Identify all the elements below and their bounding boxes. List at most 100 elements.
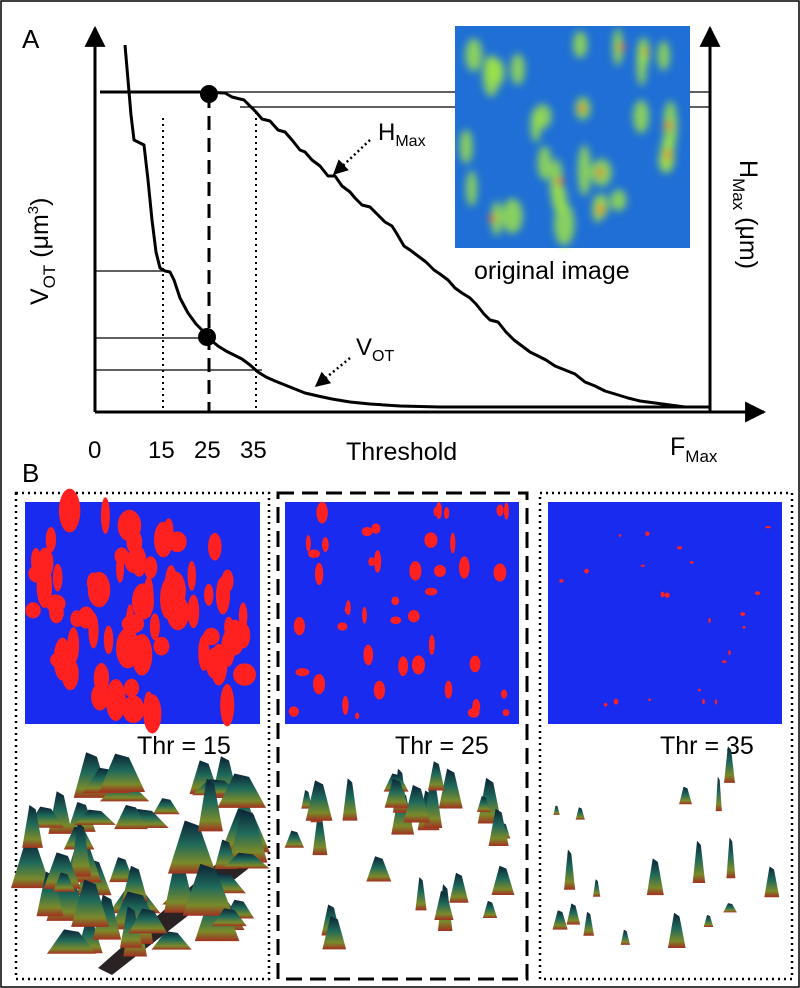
surface-peak: [679, 786, 692, 805]
segmented-region: [160, 578, 176, 620]
segmented-region: [37, 547, 54, 579]
surface-peak: [43, 852, 82, 889]
inset-spot: [502, 198, 523, 234]
threshold-label-25: Thr = 25: [395, 732, 489, 760]
segmented-region: [316, 501, 328, 524]
surface-peak: [552, 910, 568, 930]
surface-peak: [476, 796, 491, 812]
surface-peak: [128, 908, 168, 934]
surface-peak: [620, 929, 631, 945]
vot-curve-label: VOT: [356, 334, 394, 365]
surface-peak: [109, 857, 135, 883]
segmented-region: [503, 502, 509, 520]
surface-peak: [391, 790, 415, 835]
segmented-region: [77, 606, 95, 629]
segmented-region: [25, 602, 41, 619]
x-tick-0: 0: [88, 437, 101, 464]
surface-peak: [194, 893, 240, 942]
threshold-label-35: Thr = 35: [660, 732, 754, 760]
surface-peak: [22, 804, 43, 848]
surface-rendering-25: [284, 761, 515, 950]
surface-rendering-15: [10, 752, 270, 975]
surface-peak: [566, 903, 581, 925]
panel-a: A HMax VOT 0 15 25 35 Threshold FM: [22, 24, 767, 466]
vot-pointer-arrow: [314, 357, 351, 387]
segmented-region: [728, 650, 731, 656]
segmented-region: [236, 622, 251, 649]
segmented-region: [444, 680, 453, 699]
inset-spot: [490, 201, 503, 236]
surface-peak: [403, 784, 431, 823]
x-axis-end-label: FMax: [670, 433, 718, 466]
segmented-region: [613, 698, 619, 705]
surface-peak: [74, 809, 116, 825]
surface-peak: [312, 814, 328, 856]
segmented-region: [87, 571, 111, 608]
segmented-region: [198, 634, 210, 671]
segmented-region: [116, 554, 125, 583]
vot-curve: [123, 44, 710, 409]
segmented-region: [714, 699, 718, 705]
segmented-region: [58, 488, 81, 533]
segmented-region: [559, 579, 564, 583]
left-axis-label: VOT (μm3): [25, 198, 59, 305]
surface-peak: [92, 894, 122, 940]
segmented-region: [584, 568, 589, 574]
segmented-region: [103, 625, 114, 655]
segmented-region: [640, 564, 645, 567]
segmented-region: [411, 655, 425, 675]
segmented-region: [45, 527, 57, 553]
inset-caption: original image: [474, 257, 630, 285]
segmented-region: [435, 502, 442, 520]
surface-peak: [167, 820, 217, 874]
segmented-region: [676, 546, 683, 550]
surface-peak: [228, 809, 268, 863]
surface-peak: [198, 778, 223, 832]
segmented-region: [215, 576, 231, 615]
segmented-region: [362, 606, 367, 624]
threshold-35-frame: [538, 491, 794, 981]
segmented-region: [660, 591, 665, 598]
segmented-region: [344, 605, 350, 614]
segmented-region: [742, 626, 746, 629]
segmented-region: [433, 564, 446, 578]
surface-peak: [667, 912, 686, 949]
vot-marker-dot: [198, 328, 216, 346]
inset-peak: [665, 121, 671, 130]
segmented-region: [131, 583, 155, 620]
surface-peak: [646, 858, 664, 896]
inset-spot: [549, 158, 563, 204]
surface-peak: [726, 837, 736, 879]
segmented-region: [390, 616, 402, 625]
segmented-region: [105, 679, 126, 721]
surface-peak: [583, 911, 595, 936]
inset-peak: [597, 206, 603, 215]
segmented-region: [603, 702, 608, 707]
segmented-region: [754, 591, 761, 595]
segmented-region: [450, 532, 456, 554]
segmented-region: [721, 660, 727, 663]
surface-peak: [428, 761, 445, 791]
segmented-region: [153, 521, 173, 558]
segmented-region: [314, 562, 324, 586]
surface-peak: [491, 865, 515, 895]
segmented-region: [407, 610, 420, 623]
segmented-region: [740, 612, 746, 616]
inset-spot: [610, 189, 627, 212]
surface-peak: [71, 879, 110, 927]
surface-peak: [692, 840, 706, 884]
inset-peak: [557, 177, 563, 186]
segmented-region: [308, 549, 321, 558]
inset-spot: [612, 28, 623, 66]
hmax-marker-dot: [200, 85, 218, 103]
segmented-region: [124, 678, 140, 698]
segmented-region: [100, 497, 110, 535]
panel-b: B Thr = 15 Thr = 25 Thr = 35: [10, 458, 794, 981]
segmented-region: [122, 695, 145, 724]
inset-spot: [633, 100, 649, 134]
inset-peak: [665, 150, 671, 159]
surface-peak: [342, 778, 358, 821]
surface-peak: [322, 916, 347, 950]
surface-peak: [366, 856, 392, 882]
